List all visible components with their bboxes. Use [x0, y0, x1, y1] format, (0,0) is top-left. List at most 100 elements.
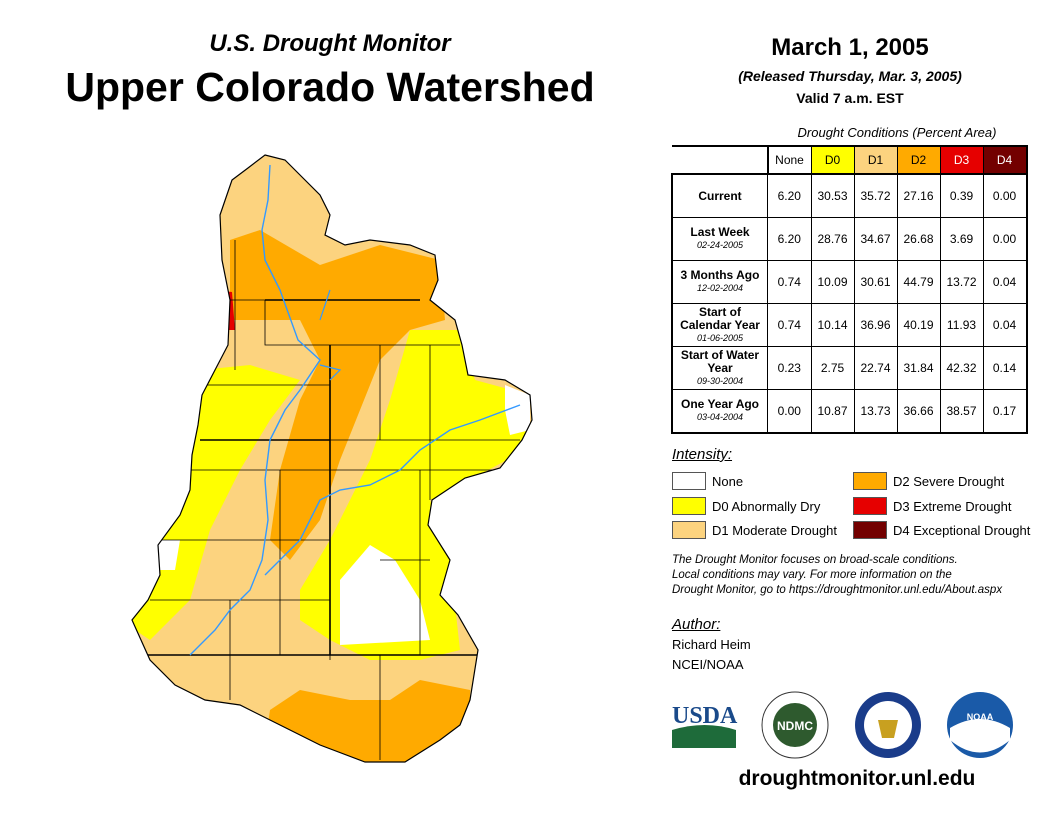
row-label-text: Start of Water Year	[680, 347, 760, 375]
table-cell: 0.74	[767, 260, 812, 304]
legend-swatch	[853, 497, 887, 515]
tributary	[319, 289, 342, 381]
table-cell: 0.00	[767, 389, 812, 434]
valid-time: Valid 7 a.m. EST	[796, 90, 904, 106]
table-header-row: None D0 D1 D2 D3 D4	[672, 145, 1028, 175]
table-row: Current 6.20 30.53 35.72 27.16 0.39 0.00	[671, 173, 1028, 218]
col-d0: D0	[810, 145, 855, 175]
table-cell: 2.75	[810, 346, 855, 390]
drought-conditions-table: None D0 D1 D2 D3 D4 Current 6.20 30.53 35.7…	[671, 145, 1028, 434]
commerce-seal-logo	[855, 692, 921, 758]
legend-swatch	[672, 521, 706, 539]
legend-swatch	[672, 472, 706, 490]
table-cell: 44.79	[896, 260, 941, 304]
partner-logos: USDA NDMC NOAA	[672, 691, 1013, 759]
legend-swatch	[853, 521, 887, 539]
author-label: Author:	[672, 616, 721, 633]
table-cell: 3.69	[939, 217, 984, 261]
row-date: 01-06-2005	[696, 332, 744, 343]
d2-area-sw	[330, 700, 380, 760]
table-cell: 27.16	[896, 173, 941, 218]
svg-text:NOAA: NOAA	[967, 712, 994, 722]
col-d4: D4	[982, 145, 1028, 175]
legend-title: Intensity:	[672, 446, 733, 463]
table-cell: 35.72	[853, 173, 898, 218]
legend-swatch	[672, 497, 706, 515]
table-cell: 36.66	[896, 389, 941, 434]
row-label: One Year Ago 03-04-2004	[671, 389, 768, 434]
ndmc-logo: NDMC	[761, 691, 829, 759]
row-label: Start of Calendar Year 01-06-2005	[671, 303, 768, 347]
website-url[interactable]: droughtmonitor.unl.edu	[738, 767, 976, 790]
legend-swatch	[853, 472, 887, 490]
row-label-text: One Year Ago	[680, 397, 760, 411]
table-cell: 0.04	[982, 303, 1028, 347]
col-d2: D2	[896, 145, 941, 175]
table-cell: 0.74	[767, 303, 812, 347]
table-cell: 22.74	[853, 346, 898, 390]
table-cell: 0.23	[767, 346, 812, 390]
d2-area-north	[230, 230, 445, 560]
none-area-west	[150, 540, 180, 570]
usda-logo: USDA	[672, 703, 738, 748]
table-cell: 10.87	[810, 389, 855, 434]
map-date: March 1, 2005	[771, 34, 929, 61]
col-d1: D1	[853, 145, 898, 175]
table-cell: 30.53	[810, 173, 855, 218]
legend-label: D2 Severe Drought	[893, 473, 1005, 489]
table-cell: 0.14	[982, 346, 1028, 390]
table-cell: 13.73	[853, 389, 898, 434]
table-cell: 11.93	[939, 303, 984, 347]
legend-label: D4 Exceptional Drought	[893, 522, 1031, 538]
green-river	[189, 164, 321, 656]
table-cell: 6.20	[767, 217, 812, 261]
table-cell: 10.09	[810, 260, 855, 304]
legend-item: D2 Severe Drought	[853, 472, 1004, 490]
table-cell: 0.17	[982, 389, 1028, 434]
watershed-map	[131, 154, 533, 763]
noaa-logo: NOAA	[947, 692, 1013, 758]
row-label: 3 Months Ago 12-02-2004	[671, 260, 768, 304]
d0-area-west	[132, 365, 300, 640]
legend-label: None	[712, 473, 744, 489]
table-cell: 31.84	[896, 346, 941, 390]
table-cell: 38.57	[939, 389, 984, 434]
table-caption: Drought Conditions (Percent Area)	[797, 125, 997, 140]
note-line: Drought Monitor, go to https://droughtmo…	[672, 584, 1003, 596]
row-label-text: 3 Months Ago	[680, 268, 760, 282]
legend-label: D0 Abnormally Dry	[712, 498, 821, 514]
note-line: Local conditions may vary. For more info…	[672, 569, 952, 581]
row-date: 02-24-2005	[696, 240, 744, 250]
table-cell: 0.00	[982, 173, 1028, 218]
table-cell: 28.76	[810, 217, 855, 261]
legend-label: D3 Extreme Drought	[893, 498, 1012, 514]
table-cell: 30.61	[853, 260, 898, 304]
legend-item: D0 Abnormally Dry	[672, 497, 820, 515]
row-date: 09-30-2004	[696, 375, 744, 386]
none-area-east	[505, 385, 530, 435]
author-name: Richard Heim	[672, 637, 751, 652]
table-row: Last Week 02-24-2005 6.20 28.76 34.67 26.68 3.…	[671, 217, 1028, 261]
map-title: Upper Colorado Watershed	[65, 64, 595, 110]
table-cell: 0.39	[939, 173, 984, 218]
legend-item: D3 Extreme Drought	[853, 497, 1012, 515]
row-date: 03-04-2004	[696, 412, 744, 422]
table-cell: 0.04	[982, 260, 1028, 304]
col-d3: D3	[939, 145, 984, 175]
table-cell: 13.72	[939, 260, 984, 304]
row-label-text: Last Week	[690, 225, 750, 239]
table-row: Start of Water Year 09-30-2004 0.23 2.75 22.…	[671, 346, 1028, 390]
legend-label: D1 Moderate Drought	[712, 522, 838, 538]
col-none: None	[767, 145, 812, 175]
table-row: One Year Ago 03-04-2004 0.00 10.87 13.73 36.6…	[671, 389, 1028, 434]
svg-text:NDMC: NDMC	[777, 719, 813, 733]
table-row: Start of Calendar Year 01-06-2005 0.74 10.1…	[671, 303, 1028, 347]
row-label-text: Start of Calendar Year	[680, 304, 760, 332]
svg-text:USDA: USDA	[672, 703, 738, 729]
release-date: (Released Thursday, Mar. 3, 2005)	[738, 68, 962, 84]
legend-item: D4 Exceptional Drought	[853, 521, 1030, 539]
map-subtitle: U.S. Drought Monitor	[209, 30, 451, 57]
row-date: 12-02-2004	[696, 283, 744, 293]
table-cell: 0.00	[982, 217, 1028, 261]
